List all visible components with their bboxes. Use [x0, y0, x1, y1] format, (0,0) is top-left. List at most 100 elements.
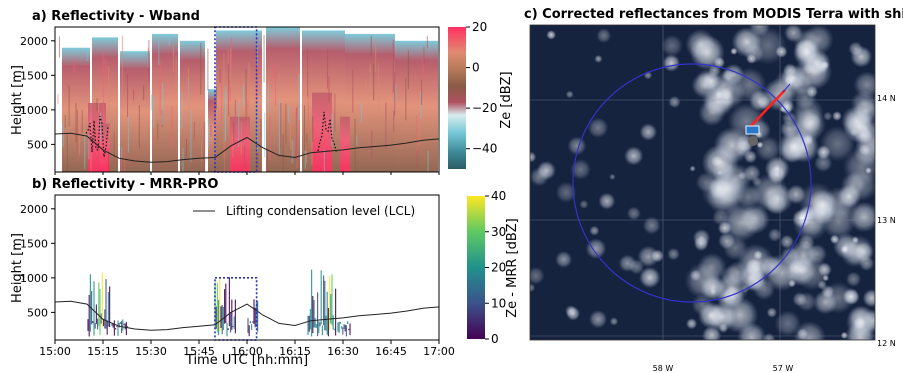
y-tick-label: 1500 — [20, 69, 48, 82]
cloud-puff — [589, 225, 600, 236]
colorbar-tick-label: −40 — [472, 142, 497, 156]
panel-a-plot — [54, 26, 440, 173]
cloud-puff — [722, 203, 760, 242]
x-tick-label: 16:45 — [375, 345, 407, 358]
colorbar-tick-label: 20 — [472, 20, 487, 34]
cloud-puff — [756, 141, 764, 149]
cloud-puff — [570, 159, 591, 180]
cloud-puff — [624, 146, 644, 166]
panel-a-colorbar-label: Ze [dBZ] — [499, 71, 514, 128]
cloud-puff — [594, 54, 603, 63]
legend-lcl: Lifting condensation level (LCL) — [226, 204, 415, 218]
cloud-base-dots — [317, 111, 339, 152]
y-tick-label: 1500 — [20, 237, 48, 250]
cloud-puff — [639, 123, 657, 141]
cloud-puff — [750, 173, 789, 212]
colorbar-tick-label: 0 — [491, 332, 499, 346]
cloud-puff — [780, 102, 793, 115]
y-tick-label: 500 — [27, 306, 48, 319]
cloud-puff — [565, 90, 574, 99]
x-tick-label: 17:00 — [423, 345, 455, 358]
cloud-puff — [731, 26, 762, 58]
y-tick-label: 500 — [27, 138, 48, 151]
panel-b-colorbar-ticks: 40 30 20 10 0 — [485, 189, 506, 346]
cloud-puff — [651, 249, 664, 263]
cloud-base-dots — [85, 116, 109, 158]
panel-b-lcl-line — [54, 300, 440, 331]
cloud-puff — [779, 119, 799, 139]
panel-b-x-axis: 15:00 15:15 15:30 15:45 16:00 16:15 16:30 16:45… — [39, 340, 455, 358]
x-tick-label: 15:30 — [135, 345, 167, 358]
x-tick-label: 15:15 — [87, 345, 119, 358]
cloud-puff — [717, 221, 732, 235]
x-tick-label: 16:30 — [327, 345, 359, 358]
panel-a-title: a) Reflectivity - Wband — [32, 9, 200, 24]
cloud-puff — [737, 322, 766, 340]
x-tick-label: 16:15 — [279, 345, 311, 358]
cloud-puff — [845, 271, 862, 287]
cloud-puff — [567, 136, 587, 156]
cloud-puff — [642, 216, 661, 235]
cloud-puff — [713, 56, 726, 69]
cloud-puff — [858, 143, 871, 156]
cloud-puff — [530, 151, 537, 163]
cloud-puff — [668, 95, 681, 109]
panel-b-background — [55, 195, 439, 340]
range-circle — [572, 63, 812, 303]
cloud-puff — [662, 54, 681, 72]
cloud-puff — [589, 310, 608, 329]
cloud-puff — [798, 234, 815, 251]
cloud-puff — [832, 111, 842, 121]
panel-b-ylabel: Height [m] — [10, 233, 25, 303]
panel-a-y-axis: 500 1000 1500 2000 — [20, 35, 440, 175]
cloud-puff — [639, 266, 661, 289]
cloud-puff — [851, 236, 860, 244]
rain-core — [100, 123, 110, 172]
cloud-puff — [796, 328, 809, 340]
x-tick-label: 16:00 — [231, 345, 263, 358]
colorbar-tick-label: 10 — [491, 296, 506, 310]
cloud-puff — [779, 234, 795, 249]
cloud-puff — [814, 153, 833, 173]
cloud-puff — [745, 257, 770, 281]
cloud-puff — [701, 71, 722, 92]
panel-b-colorbar — [467, 196, 485, 339]
cloud-puff — [795, 53, 832, 91]
panel-b-title: b) Reflectivity - MRR-PRO — [32, 177, 218, 192]
cloud-puff — [596, 28, 612, 43]
cloud-puff — [685, 29, 716, 60]
cloud-puff — [609, 173, 616, 180]
colorbar-tick-label: 30 — [491, 225, 506, 239]
cloud-puff — [579, 199, 589, 209]
graticule — [530, 25, 875, 340]
y-tick-label: 2000 — [20, 35, 48, 48]
cloud-puff — [692, 229, 711, 247]
cloud-puff — [817, 262, 832, 277]
cloud-puff — [767, 228, 782, 242]
lat-label-14n: 14 N — [877, 94, 896, 103]
x-tick-label: 15:45 — [183, 345, 215, 358]
cloud-puff — [686, 318, 698, 330]
cloud-puff — [774, 310, 801, 337]
lat-label-13n: 13 N — [877, 216, 896, 225]
panel-b-y-axis: 500 1000 1500 2000 — [20, 203, 55, 319]
cloud-puff — [823, 111, 833, 121]
panel-a-lcl-line — [54, 132, 440, 163]
cloud-puff — [792, 291, 808, 307]
y-tick-label: 2000 — [20, 203, 48, 216]
cloud-puff — [565, 305, 577, 317]
cloud-puff — [546, 30, 556, 40]
cloud-puff — [793, 29, 821, 57]
cloud-puff — [775, 45, 788, 58]
cloud-puff — [743, 150, 758, 164]
colorbar-tick-label: 20 — [491, 261, 506, 275]
cloud-puff — [530, 266, 545, 285]
panel-b-xlabel: Time UTC [hh:mm] — [185, 353, 308, 368]
rain-core — [312, 92, 332, 172]
cloud-puff — [667, 247, 680, 261]
track-extension — [782, 83, 791, 93]
reflectivity-column — [208, 89, 216, 172]
colorbar-tick-label: 40 — [491, 189, 506, 203]
panel-b-plot: Lifting condensation level (LCL) — [54, 194, 440, 341]
